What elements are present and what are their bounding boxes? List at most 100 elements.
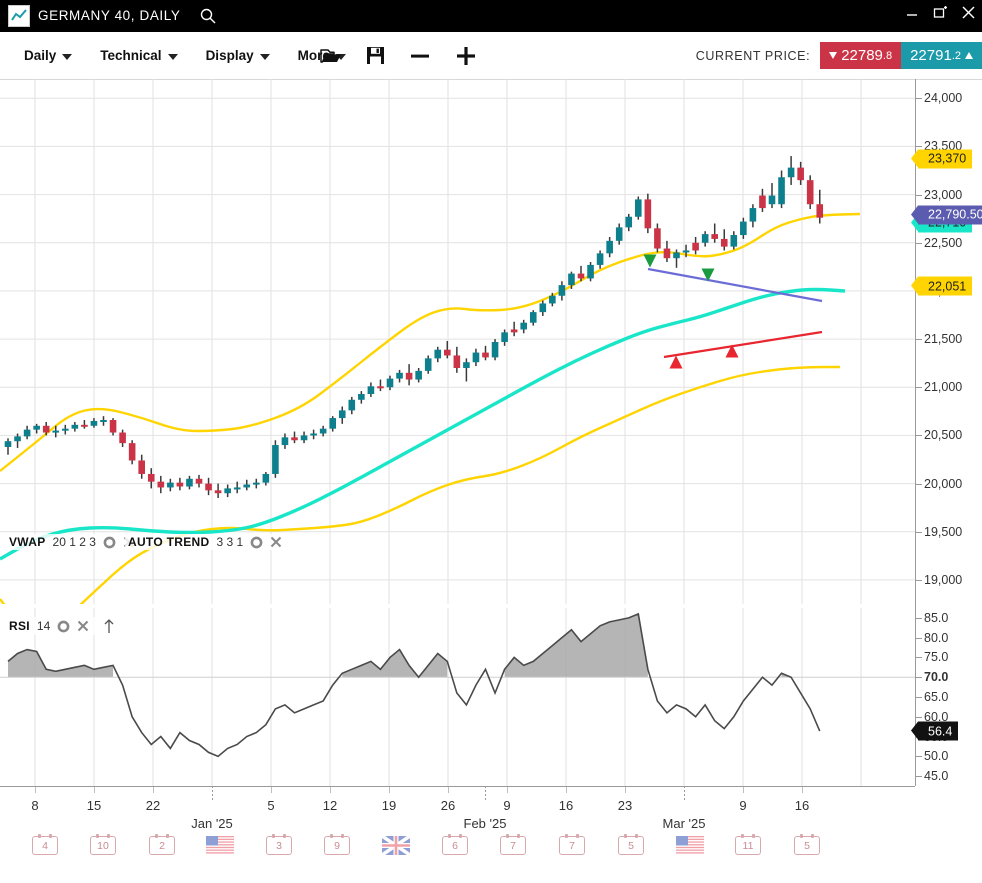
price-tick-label: 21,500	[924, 332, 963, 347]
price-plot[interactable]	[0, 79, 915, 604]
calendar-event-badge[interactable]: 10	[90, 834, 116, 855]
month-divider	[485, 786, 486, 800]
price-tick-label: 21,000	[924, 380, 963, 395]
date-tick	[389, 786, 390, 793]
price-tick	[916, 387, 922, 389]
chevron-down-icon	[335, 53, 346, 60]
calendar-event-count: 6	[442, 834, 468, 855]
calendar-event-count: 3	[266, 834, 292, 855]
zoom-in-icon[interactable]	[455, 45, 477, 67]
price-tick-label: 24,000	[924, 91, 963, 106]
chart-container: VWAP 20 1 2 3 AUTO TREND 3 3 1 RSI	[0, 79, 982, 857]
month-label: Mar '25	[662, 816, 706, 831]
month-divider	[212, 786, 213, 800]
toolbar-icons	[320, 32, 477, 79]
price-tick	[916, 339, 922, 341]
close-icon[interactable]	[960, 4, 976, 20]
sell-price-decimal: .8	[882, 49, 893, 62]
rsi-tick	[916, 617, 922, 619]
date-tick-label: 12	[322, 798, 338, 813]
calendar-event-badge[interactable]: 4	[32, 834, 58, 855]
price-tick	[916, 98, 922, 100]
calendar-event-count: 10	[90, 834, 116, 855]
price-tick	[916, 579, 922, 581]
rsi-plot[interactable]	[0, 608, 915, 786]
more-menu[interactable]: More	[284, 32, 360, 79]
price-tick	[916, 242, 922, 244]
calendar-event-count: 5	[618, 834, 644, 855]
calendar-event-badge[interactable]: 11	[735, 834, 761, 855]
rsi-value-badge[interactable]: 56.4	[910, 721, 959, 741]
close-icon[interactable]	[270, 536, 282, 548]
lower-band-badge[interactable]: 22,051	[910, 276, 973, 296]
gear-icon[interactable]	[103, 536, 116, 549]
rsi-label: RSI	[9, 619, 30, 633]
calendar-event-badge[interactable]: 6	[442, 834, 468, 855]
timeframe-menu[interactable]: Daily	[10, 32, 86, 79]
sell-price-value: 22789	[841, 47, 883, 64]
calendar-event-badge[interactable]: 7	[559, 834, 585, 855]
open-folder-icon[interactable]	[320, 47, 342, 65]
calendar-event-count: 5	[794, 834, 820, 855]
calendar-event-count: 4	[32, 834, 58, 855]
upper-band-badge[interactable]: 23,370	[910, 149, 973, 169]
calendar-event-badge[interactable]: 5	[794, 834, 820, 855]
window-controls	[904, 4, 976, 20]
timeframe-menu-label: Daily	[24, 48, 57, 63]
rsi-tick	[916, 716, 922, 718]
minimize-icon[interactable]	[904, 4, 920, 20]
calendar-event-badge[interactable]: 9	[324, 834, 350, 855]
date-tick-label: 19	[381, 798, 397, 813]
price-tick	[916, 435, 922, 437]
arrow-up-icon[interactable]	[102, 618, 116, 634]
technical-menu[interactable]: Technical	[86, 32, 191, 79]
price-axis[interactable]: 24,00023,50023,00022,50022,00021,50021,0…	[910, 79, 982, 786]
auto-trend-legend: AUTO TREND 3 3 1	[125, 534, 286, 550]
buy-price-button[interactable]: 22791.2	[901, 42, 982, 69]
date-tick-label: 22	[145, 798, 161, 813]
date-tick-label: 9	[739, 798, 747, 813]
search-icon[interactable]	[199, 7, 217, 25]
us-flag-icon[interactable]	[676, 836, 704, 860]
display-menu[interactable]: Display	[192, 32, 284, 79]
chart-line-logo-icon	[8, 5, 30, 27]
vwap-params: 20 1 2 3	[52, 535, 96, 549]
price-tick-label: 23,000	[924, 187, 963, 202]
date-tick	[625, 786, 626, 793]
date-tick-label: 5	[267, 798, 275, 813]
calendar-event-badge[interactable]: 7	[500, 834, 526, 855]
menu-bar: Daily Technical Display More	[10, 32, 360, 79]
calendar-event-badge[interactable]: 2	[149, 834, 175, 855]
date-axis[interactable]: 8 15 22 5 12 19 26 9 16 23 9 16 Jan '25 Feb '25 Mar '2…	[0, 786, 982, 883]
price-tick-label: 19,500	[924, 524, 963, 539]
calendar-event-badge[interactable]: 5	[618, 834, 644, 855]
sell-price-button[interactable]: 22789.8	[820, 42, 902, 69]
close-icon[interactable]	[77, 620, 89, 632]
date-tick	[507, 786, 508, 793]
gear-icon[interactable]	[250, 536, 263, 549]
price-tick-label: 19,000	[924, 572, 963, 587]
us-flag-icon[interactable]	[206, 836, 234, 860]
calendar-event-count: 2	[149, 834, 175, 855]
trading-chart-app: GERMANY 40, DAILY	[0, 0, 982, 857]
current-price-badge[interactable]: 22,790.50	[911, 205, 982, 225]
price-tick	[916, 194, 922, 196]
date-tick	[448, 786, 449, 793]
uk-flag-icon[interactable]	[381, 834, 411, 860]
date-tick-label: 8	[31, 798, 39, 813]
rsi-tick-label: 80.0	[924, 630, 949, 645]
save-disk-icon[interactable]	[366, 46, 385, 65]
gear-icon[interactable]	[57, 620, 70, 633]
date-tick	[802, 786, 803, 793]
buy-price-decimal: .2	[951, 49, 961, 62]
vwap-label: VWAP	[9, 535, 46, 549]
calendar-event-badge[interactable]: 3	[266, 834, 292, 855]
current-price-label: CURRENT PRICE:	[695, 48, 811, 63]
zoom-out-icon[interactable]	[409, 46, 431, 66]
rsi-params: 14	[36, 619, 51, 633]
price-tick-label: 20,000	[924, 476, 963, 491]
restore-window-icon[interactable]	[932, 4, 948, 20]
rsi-tick	[916, 677, 922, 679]
month-divider	[684, 786, 685, 800]
calendar-event-count: 7	[559, 834, 585, 855]
